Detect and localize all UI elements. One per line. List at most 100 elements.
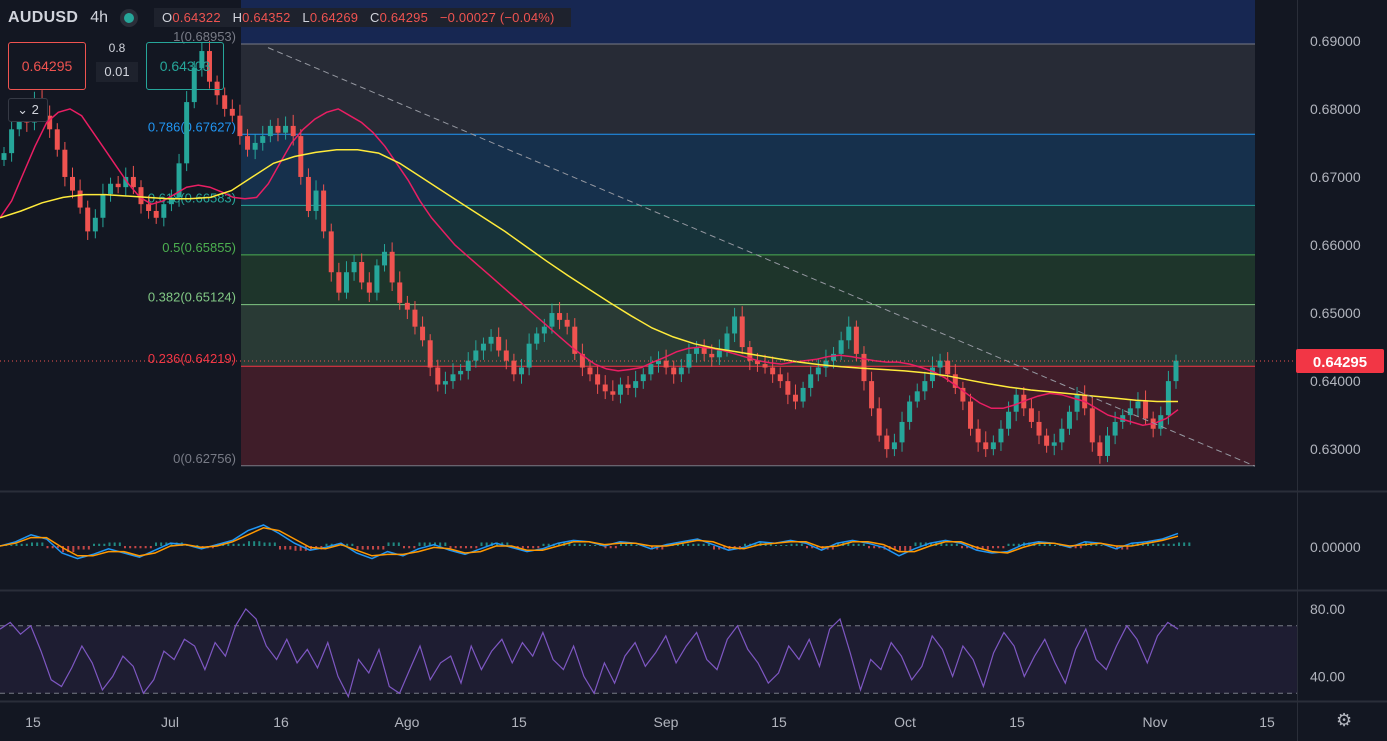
candle-body bbox=[503, 350, 509, 361]
candle-body bbox=[861, 353, 867, 382]
quantity-value[interactable]: 0.01 bbox=[96, 62, 138, 82]
macd-hist-bar bbox=[392, 542, 395, 546]
candle bbox=[465, 352, 471, 380]
candle-body bbox=[351, 262, 357, 273]
candle-body bbox=[990, 442, 996, 450]
candle bbox=[412, 301, 418, 335]
macd-hist-bar bbox=[950, 543, 953, 546]
candle-body bbox=[770, 367, 776, 375]
macd-hist-bar bbox=[682, 543, 684, 546]
candle bbox=[427, 334, 433, 377]
candle-body bbox=[519, 367, 525, 375]
macd-hist-bar bbox=[1002, 546, 1005, 549]
candle bbox=[184, 91, 190, 172]
close-value: 0.64295 bbox=[379, 10, 429, 25]
candle bbox=[267, 119, 273, 143]
candle-body bbox=[1135, 401, 1141, 409]
macd-hist-bar bbox=[930, 542, 932, 546]
macd-hist-bar bbox=[454, 546, 457, 549]
candle-body bbox=[1143, 401, 1149, 419]
candle-body bbox=[1089, 408, 1095, 443]
candle bbox=[526, 333, 532, 376]
macd-hist-bar bbox=[413, 546, 416, 549]
time-tick-5: Sep bbox=[654, 714, 679, 730]
macd-hist-bar bbox=[785, 545, 788, 546]
macd-hist-bar bbox=[702, 543, 705, 546]
macd-hist-bar bbox=[351, 543, 354, 546]
macd-hist-bar bbox=[211, 546, 214, 549]
macd-hist-bar bbox=[676, 543, 679, 546]
timeframe-label[interactable]: 4h bbox=[90, 8, 109, 26]
candle-body bbox=[846, 326, 852, 341]
candle bbox=[732, 307, 738, 343]
macd-hist-bar bbox=[31, 542, 33, 546]
candle bbox=[1074, 386, 1080, 421]
macd-hist-bar bbox=[1167, 543, 1170, 546]
macd-hist-bar bbox=[1131, 542, 1134, 546]
candle-body bbox=[557, 313, 563, 320]
macd-hist-bar bbox=[253, 541, 256, 546]
ma-fast-line bbox=[0, 108, 1179, 427]
candle bbox=[191, 61, 197, 109]
macd-hist-bar bbox=[56, 546, 59, 549]
fib-label-5: 0.236(0.64219) bbox=[148, 351, 236, 366]
macd-hist-bar bbox=[1157, 543, 1160, 546]
candle bbox=[1059, 418, 1065, 451]
candles bbox=[1, 40, 1179, 464]
candle bbox=[108, 177, 114, 202]
candle bbox=[237, 104, 243, 145]
low-label: L bbox=[302, 10, 310, 25]
sell-button[interactable]: 0.64295 bbox=[8, 42, 86, 90]
macd-hist-bar bbox=[573, 543, 576, 546]
candle-body bbox=[176, 163, 182, 198]
candle bbox=[1135, 392, 1141, 417]
candle-body bbox=[161, 204, 167, 218]
indicator-count: 2 bbox=[31, 102, 39, 117]
candle-body bbox=[884, 435, 890, 450]
indicators-toggle[interactable]: ⌄ 2 bbox=[8, 98, 48, 122]
time-tick-0: 15 bbox=[25, 714, 41, 730]
macd-hist-bar bbox=[780, 545, 783, 546]
candle-body bbox=[792, 394, 798, 402]
candle bbox=[404, 295, 410, 320]
candle bbox=[876, 397, 882, 442]
candle-body bbox=[716, 350, 722, 358]
candle bbox=[831, 346, 837, 369]
macd-hist-bar bbox=[299, 546, 302, 551]
candle-body bbox=[222, 95, 228, 109]
macd-hist-bar bbox=[1188, 542, 1191, 546]
macd-hist-bar bbox=[46, 546, 49, 549]
macd-hist-bar bbox=[155, 542, 157, 546]
candle bbox=[336, 262, 342, 301]
trendline bbox=[267, 47, 1256, 467]
macd-hist-bar bbox=[356, 546, 359, 550]
candle-body bbox=[823, 360, 829, 368]
buy-button[interactable]: 0.64303 bbox=[146, 42, 224, 90]
candle-body bbox=[168, 197, 174, 205]
candle-body bbox=[427, 340, 433, 368]
candle-body bbox=[534, 333, 540, 344]
macd-hist-bar bbox=[609, 546, 612, 549]
macd-hist-bar bbox=[418, 542, 421, 546]
macd-hist-bar bbox=[868, 546, 870, 549]
gear-icon[interactable]: ⚙ bbox=[1336, 710, 1353, 730]
macd-hist-bar bbox=[873, 546, 876, 549]
fib-label-3: 0.5(0.65855) bbox=[162, 240, 236, 255]
candle bbox=[587, 361, 593, 382]
macd-hist-bar bbox=[687, 543, 690, 546]
candle bbox=[450, 363, 456, 389]
candle-body bbox=[625, 384, 631, 388]
candle-body bbox=[831, 353, 837, 361]
macd-hist-bar bbox=[268, 542, 271, 546]
macd-hist-bar bbox=[248, 541, 250, 546]
candle-body bbox=[397, 282, 403, 303]
macd-hist-bar bbox=[992, 546, 994, 549]
open-label: O bbox=[162, 10, 173, 25]
symbol-name[interactable]: AUDUSD bbox=[8, 8, 79, 26]
candle-body bbox=[899, 421, 905, 443]
candle-body bbox=[260, 136, 266, 143]
macd-hist-bar bbox=[160, 542, 163, 546]
macd-hist-bar bbox=[284, 546, 287, 550]
fib-label-4: 0.382(0.65124) bbox=[148, 290, 236, 305]
